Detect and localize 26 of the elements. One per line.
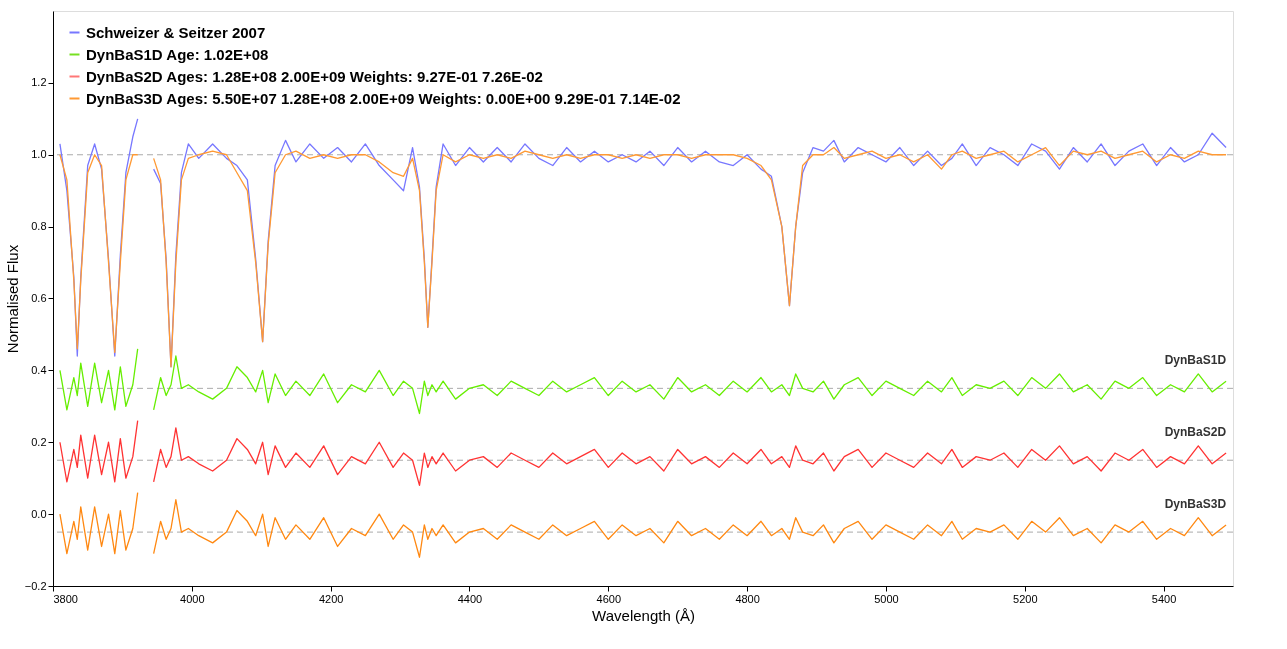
legend-label: Schweizer & Seitzer 2007: [86, 23, 266, 41]
x-tick-label: 4400: [457, 592, 483, 605]
y-axis-title: Normalised Flux: [3, 244, 21, 354]
legend-label: DynBaS1D Age: 1.02E+08: [86, 45, 269, 63]
x-tick-label: 4800: [735, 592, 760, 605]
x-axis-title: Wavelength (Å): [592, 606, 695, 624]
x-tick-label: 4600: [596, 592, 622, 605]
x-tick-label: 5400: [1151, 592, 1177, 605]
y-tick-label: 1.0: [31, 148, 47, 161]
y-tick-label: 1.2: [31, 76, 47, 89]
annotation: DynBaS3D: [1164, 496, 1227, 511]
legend-label: DynBaS3D Ages: 5.50E+07 1.28E+08 2.00E+09 Weights: 0.00E+00 9.29E-01 7.14E-02: [86, 89, 681, 107]
annotation: DynBaS2D: [1164, 425, 1227, 440]
y-tick-label: 0.2: [31, 435, 47, 448]
x-tick-label: 5200: [1013, 592, 1038, 605]
x-tick-label: 4200: [318, 592, 344, 605]
y-tick-label: 0.8: [31, 220, 47, 233]
x-tick-label: 5000: [874, 592, 899, 605]
y-tick-label: −0.2: [24, 579, 47, 592]
annotation: DynBaS1D: [1164, 353, 1227, 368]
x-tick-label: 4000: [180, 592, 205, 605]
y-tick-label: 0.0: [31, 507, 47, 520]
legend-label: DynBaS2D Ages: 1.28E+08 2.00E+09 Weights: 9.27E-01 7.26E-02: [86, 67, 543, 85]
y-tick-label: 0.6: [31, 292, 47, 304]
y-tick-label: 0.4: [31, 363, 47, 376]
x-tick-label: 3800: [53, 592, 78, 605]
